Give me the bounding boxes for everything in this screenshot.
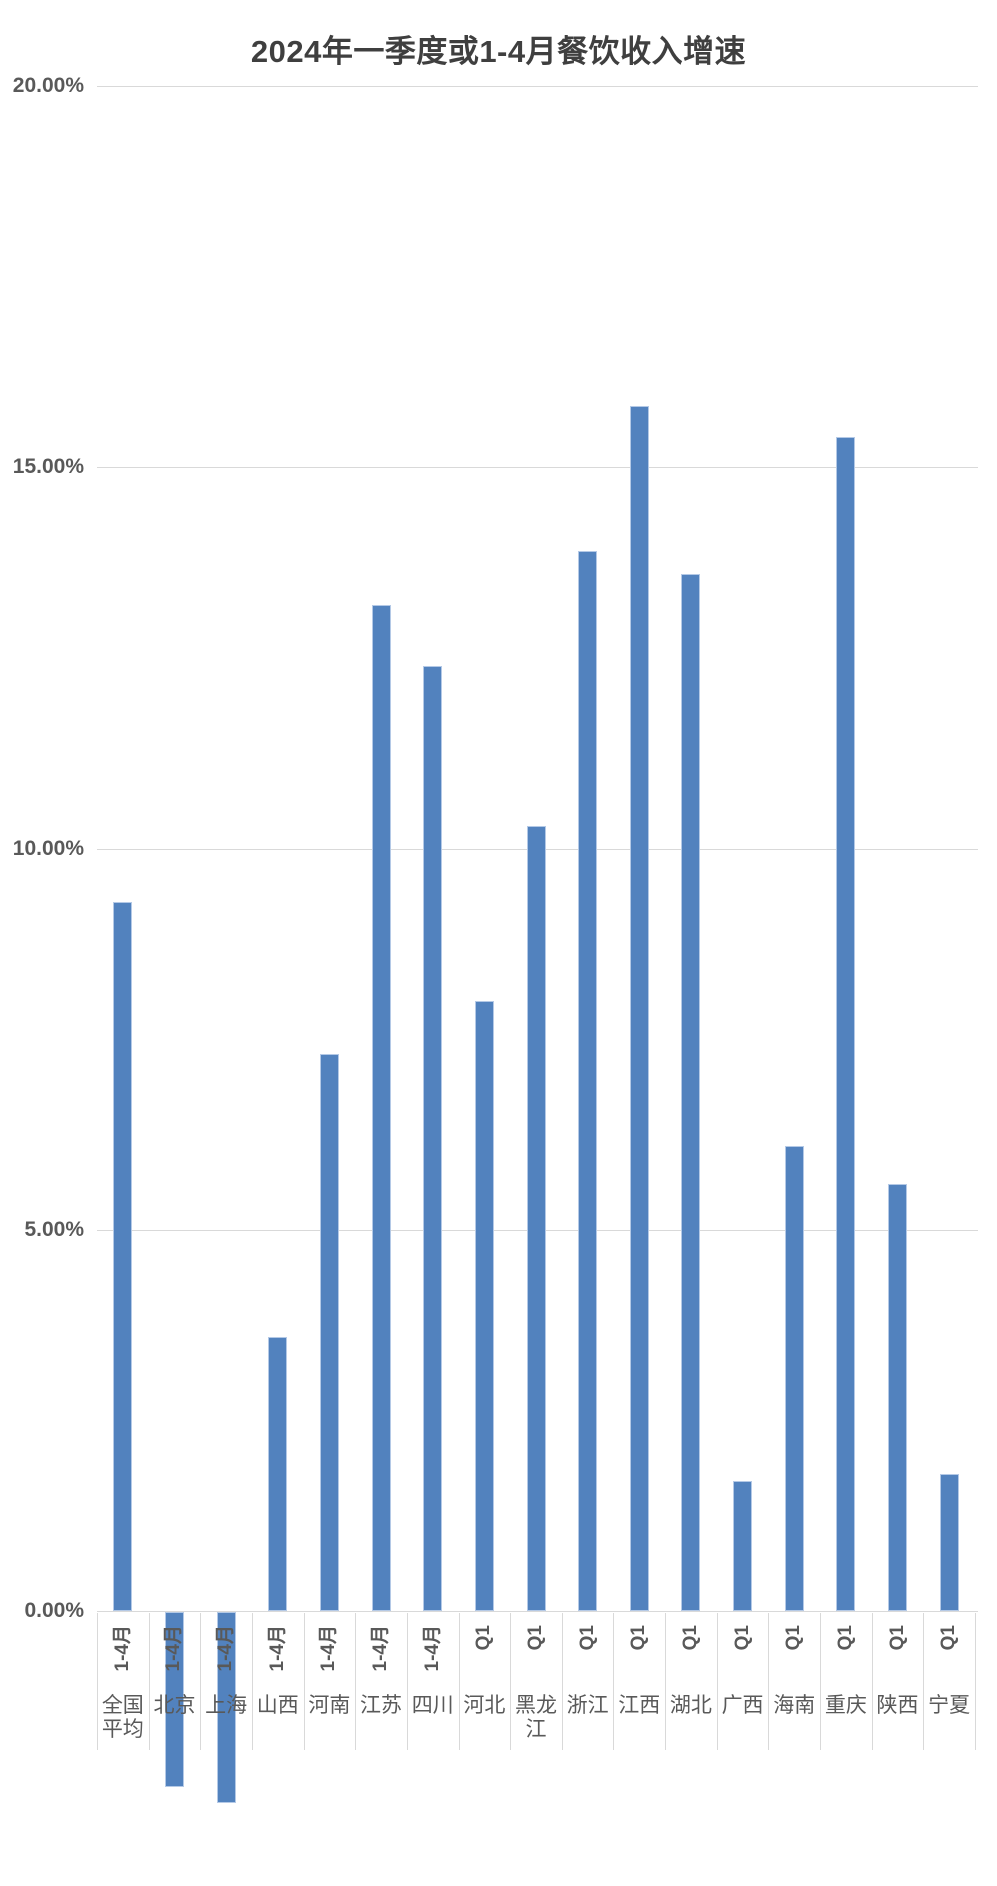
period-label: Q1	[576, 1625, 598, 1651]
bar-陕西	[888, 1184, 908, 1611]
category-divider	[200, 1613, 202, 1750]
period-label: Q1	[525, 1625, 546, 1651]
bar-浙江	[578, 551, 598, 1611]
period-label: Q1	[473, 1625, 495, 1651]
category-label: 湖北	[669, 1693, 712, 1717]
y-axis-tick-label: 15.00%	[12, 455, 84, 479]
bar-全国平均	[113, 901, 133, 1611]
bar-重庆	[836, 436, 856, 1611]
category-label: 河北	[463, 1693, 506, 1717]
category-label: 江西	[618, 1693, 661, 1717]
category-label: 四川	[411, 1693, 454, 1717]
category-divider	[820, 1613, 822, 1750]
category-divider	[871, 1613, 873, 1750]
period-label: Q1	[938, 1625, 960, 1651]
category-label: 黑龙江	[514, 1693, 557, 1741]
category-label: 山西	[256, 1693, 299, 1717]
bar-山西	[268, 1336, 288, 1611]
category-divider	[303, 1613, 305, 1750]
bar-上海	[216, 1612, 236, 1803]
period-label: 1-4月	[370, 1625, 392, 1672]
category-divider	[768, 1613, 770, 1750]
bar-北京	[164, 1612, 184, 1788]
category-divider	[148, 1613, 150, 1750]
bar-河北	[474, 1001, 494, 1611]
period-label: Q1	[628, 1625, 650, 1651]
y-axis-tick-label: 10.00%	[12, 836, 84, 860]
y-axis-tick-label: 0.00%	[24, 1599, 84, 1622]
period-label: Q1	[886, 1625, 908, 1651]
chart-title: 2024年一季度或1-4月餐饮收入增速	[250, 34, 747, 69]
category-label: 重庆	[824, 1693, 867, 1717]
bar-四川	[423, 665, 443, 1611]
category-divider	[561, 1613, 563, 1750]
period-label: 1-4月	[111, 1625, 133, 1672]
period-label: 1-4月	[421, 1625, 443, 1672]
gridline	[97, 1611, 978, 1612]
category-divider	[406, 1613, 408, 1750]
category-divider	[251, 1613, 253, 1750]
bar-河南	[319, 1054, 339, 1611]
period-label: 1-4月	[318, 1625, 340, 1672]
category-divider	[923, 1613, 925, 1750]
category-label: 海南	[773, 1693, 816, 1717]
bar-江西	[629, 406, 649, 1611]
category-label: 上海	[205, 1693, 248, 1717]
period-label: 1-4月	[215, 1625, 237, 1672]
gridline	[97, 467, 978, 469]
period-label: 1-4月	[266, 1625, 288, 1672]
bar-海南	[784, 1145, 804, 1611]
bar-湖北	[681, 574, 701, 1611]
category-label: 宁夏	[928, 1693, 971, 1717]
category-label: 北京	[153, 1693, 196, 1717]
bar-广西	[733, 1481, 753, 1611]
y-axis-tick-label: 20.00%	[12, 74, 84, 97]
period-label: Q1	[834, 1625, 856, 1651]
period-label: Q1	[731, 1625, 753, 1651]
bar-江苏	[371, 604, 391, 1611]
period-label: Q1	[679, 1625, 701, 1651]
category-divider	[613, 1613, 615, 1750]
category-label: 全国平均	[101, 1693, 144, 1741]
category-divider	[355, 1613, 357, 1750]
bar-黑龙江	[526, 825, 546, 1611]
bar-宁夏	[939, 1473, 959, 1611]
category-label: 广西	[721, 1693, 764, 1717]
gridline	[97, 86, 978, 87]
category-divider	[975, 1613, 976, 1750]
category-label: 陕西	[876, 1693, 919, 1717]
category-divider	[665, 1613, 667, 1750]
category-divider	[510, 1613, 512, 1750]
period-label: 1-4月	[163, 1625, 185, 1672]
category-label: 江苏	[360, 1693, 403, 1717]
period-label: Q1	[783, 1625, 805, 1651]
category-label: 河南	[308, 1693, 351, 1717]
category-divider	[97, 1613, 98, 1750]
category-divider	[716, 1613, 718, 1750]
category-label: 浙江	[566, 1693, 609, 1717]
category-divider	[458, 1613, 460, 1750]
y-axis-tick-label: 5.00%	[24, 1217, 84, 1241]
